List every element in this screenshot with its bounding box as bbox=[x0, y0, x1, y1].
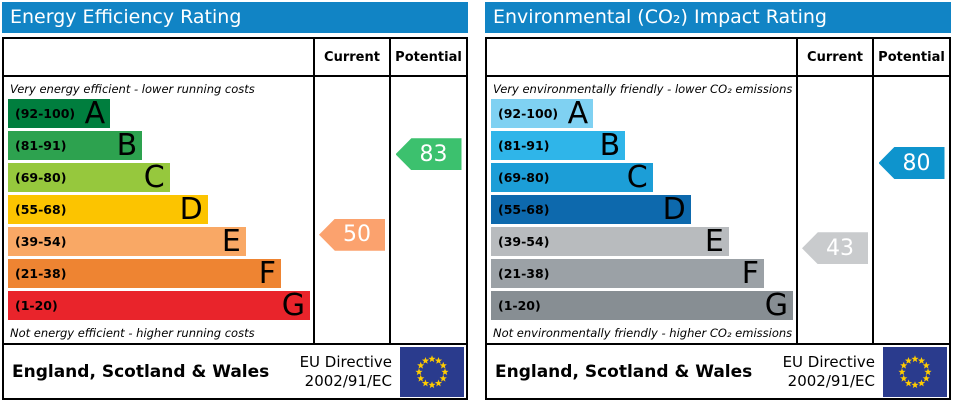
band-range: (55-68) bbox=[15, 202, 67, 217]
current-column-header: Current bbox=[313, 39, 389, 75]
bands-area: Very environmentally friendly - lower CO… bbox=[487, 77, 796, 343]
band-letter: F bbox=[741, 256, 759, 291]
eu-directive-line1: EU Directive bbox=[299, 352, 392, 371]
bottom-note: Not environmentally friendly - higher CO… bbox=[493, 326, 793, 340]
band-letter: B bbox=[116, 128, 138, 163]
band-letter: E bbox=[704, 224, 724, 259]
table-header-row: Current Potential bbox=[4, 39, 466, 77]
potential-column-header: Potential bbox=[872, 39, 949, 75]
rating-bands: (92-100) A (81-91) B (69-80) C (55-68) D (39… bbox=[487, 96, 796, 323]
band-b: (81-91) B bbox=[491, 128, 626, 163]
arrow-value: 50 bbox=[343, 222, 371, 248]
table-corner-cell bbox=[4, 39, 313, 75]
bands-area: Very energy efficient - lower running co… bbox=[4, 77, 313, 343]
band-range: (69-80) bbox=[15, 170, 67, 185]
table-header-row: Current Potential bbox=[487, 39, 949, 77]
band-letter: G bbox=[764, 288, 788, 323]
band-letter: D bbox=[662, 192, 686, 227]
band-letter: D bbox=[179, 192, 203, 227]
band-letter: E bbox=[221, 224, 241, 259]
chart-title: Energy Efficiency Rating bbox=[2, 2, 468, 33]
band-d: (55-68) D bbox=[8, 192, 208, 227]
arrow-value: 83 bbox=[419, 141, 448, 167]
table-corner-cell bbox=[487, 39, 796, 75]
chart-title: Environmental (CO₂) Impact Rating bbox=[485, 2, 951, 33]
eu-directive-line2: 2002/91/EC bbox=[304, 371, 392, 390]
band-a: (92-100) A bbox=[491, 96, 594, 131]
eu-directive-label: EU Directive 2002/91/EC bbox=[300, 353, 392, 391]
band-c: (69-80) C bbox=[491, 160, 653, 195]
energy-efficiency-chart: Energy Efficiency Rating Current Potenti… bbox=[2, 2, 468, 400]
band-letter: C bbox=[143, 160, 165, 195]
current-column-header: Current bbox=[796, 39, 872, 75]
eu-flag-icon bbox=[883, 346, 947, 397]
table-body-row: Very energy efficient - lower running co… bbox=[4, 77, 466, 343]
footer-region: England, Scotland & Wales bbox=[12, 361, 270, 382]
band-g: (1-20) G bbox=[8, 288, 310, 323]
band-range: (92-100) bbox=[498, 106, 559, 121]
band-letter: C bbox=[626, 160, 648, 195]
band-d: (55-68) D bbox=[491, 192, 691, 227]
top-note: Very energy efficient - lower running co… bbox=[10, 82, 255, 96]
eu-directive-line1: EU Directive bbox=[782, 352, 875, 371]
top-note: Very environmentally friendly - lower CO… bbox=[493, 82, 793, 96]
band-e: (39-54) E bbox=[491, 224, 729, 259]
potential-column-header: Potential bbox=[389, 39, 466, 75]
band-letter: G bbox=[281, 288, 305, 323]
band-range: (55-68) bbox=[498, 202, 550, 217]
band-letter: A bbox=[567, 96, 589, 131]
potential-rating-arrow: 80 bbox=[878, 147, 945, 179]
band-letter: F bbox=[258, 256, 276, 291]
band-range: (81-91) bbox=[498, 138, 550, 153]
potential-column: 83 bbox=[389, 77, 466, 343]
band-f: (21-38) F bbox=[8, 256, 281, 291]
current-rating-arrow: 50 bbox=[319, 218, 385, 251]
eu-directive-label: EU Directive 2002/91/EC bbox=[783, 353, 875, 391]
potential-column: 80 bbox=[872, 77, 949, 343]
eu-directive-line2: 2002/91/EC bbox=[787, 371, 875, 390]
rating-bands: (92-100) A (81-91) B (69-80) C (55-68) D (39… bbox=[4, 96, 313, 323]
table-footer-row: England, Scotland & Wales EU Directive 2… bbox=[4, 343, 466, 398]
arrow-value: 43 bbox=[826, 235, 854, 261]
current-column: 43 bbox=[796, 77, 872, 343]
band-f: (21-38) F bbox=[491, 256, 764, 291]
table-footer-row: England, Scotland & Wales EU Directive 2… bbox=[487, 343, 949, 398]
band-letter: A bbox=[84, 96, 106, 131]
band-a: (92-100) A bbox=[8, 96, 111, 131]
bottom-note: Not energy efficient - higher running co… bbox=[10, 326, 255, 340]
environmental-impact-chart: Environmental (CO₂) Impact Rating Curren… bbox=[485, 2, 951, 400]
current-rating-arrow: 43 bbox=[802, 232, 868, 265]
band-range: (39-54) bbox=[15, 234, 67, 249]
rating-table: Current Potential Very energy efficient … bbox=[2, 37, 468, 400]
band-c: (69-80) C bbox=[8, 160, 170, 195]
eu-flag-icon bbox=[400, 346, 464, 397]
band-range: (81-91) bbox=[15, 138, 67, 153]
arrow-value: 80 bbox=[902, 150, 931, 176]
band-range: (1-20) bbox=[498, 298, 541, 313]
band-range: (1-20) bbox=[15, 298, 58, 313]
potential-rating-arrow: 83 bbox=[395, 138, 462, 171]
band-b: (81-91) B bbox=[8, 128, 143, 163]
rating-table: Current Potential Very environmentally f… bbox=[485, 37, 951, 400]
band-range: (69-80) bbox=[498, 170, 550, 185]
table-body-row: Very environmentally friendly - lower CO… bbox=[487, 77, 949, 343]
band-e: (39-54) E bbox=[8, 224, 246, 259]
band-range: (39-54) bbox=[498, 234, 550, 249]
band-range: (92-100) bbox=[15, 106, 76, 121]
band-range: (21-38) bbox=[498, 266, 550, 281]
band-letter: B bbox=[599, 128, 621, 163]
band-range: (21-38) bbox=[15, 266, 67, 281]
band-g: (1-20) G bbox=[491, 288, 793, 323]
current-column: 50 bbox=[313, 77, 389, 343]
footer-region: England, Scotland & Wales bbox=[495, 361, 753, 382]
